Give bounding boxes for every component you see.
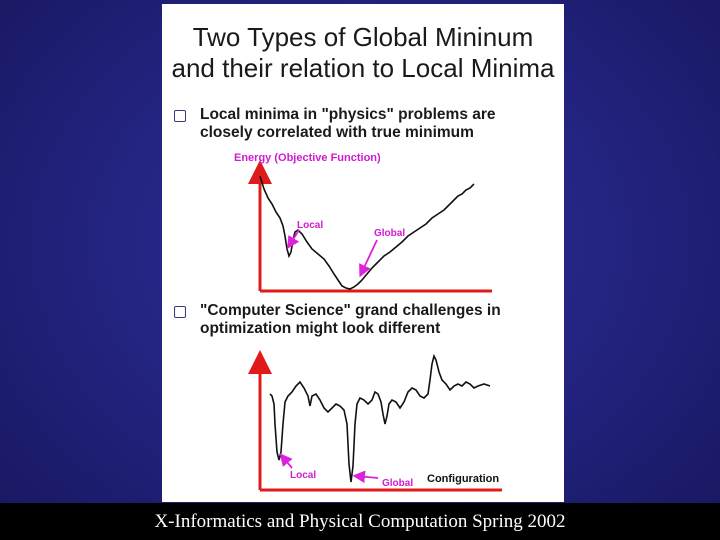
bullet-1-line-1: Local minima in "physics" problems are: [200, 106, 496, 123]
bullet-2-line-1: "Computer Science" grand challenges in: [200, 302, 501, 319]
plot2-energy-curve: [269, 353, 491, 483]
slide-panel: Two Types of Global Mininum and their re…: [162, 4, 564, 502]
plot-physics: Energy (Objective Function) Local Global: [234, 152, 492, 293]
bullet-2-line-2: optimization might look different: [200, 320, 441, 337]
plot2-local-arrow: [279, 453, 293, 469]
plot1-global-arrow: [359, 239, 378, 278]
plot2-local-label: Local: [290, 470, 316, 481]
title-line-2: and their relation to Local Minima: [171, 53, 555, 83]
title-line-1: Two Types of Global Mininum: [192, 22, 534, 52]
plot1-local-arrow: [287, 229, 300, 250]
plot1-global-label: Global: [374, 228, 405, 239]
plot2-global-label: Global: [382, 478, 413, 489]
slide-footer: X-Informatics and Physical Computation S…: [0, 503, 720, 540]
plot2-x-label: Configuration: [427, 473, 499, 485]
bullet-physics: Local minima in "physics" problems are c…: [174, 106, 554, 146]
bullet-computer-science: "Computer Science" grand challenges in o…: [174, 302, 554, 342]
plot1-axis-label: Energy (Objective Function): [234, 152, 381, 164]
checkbox-bullet-icon: [174, 306, 186, 318]
plot2-global-arrow: [352, 470, 379, 484]
energy-diagrams: Energy (Objective Function) Local Global…: [234, 152, 502, 492]
checkbox-bullet-icon: [174, 110, 186, 122]
slide-title: Two Types of Global Mininum and their re…: [162, 22, 564, 84]
bullet-1-line-2: closely correlated with true minimum: [200, 124, 474, 141]
plot1-energy-curve: [259, 175, 475, 290]
plot-computer-science: Local Global Configuration: [248, 350, 502, 492]
plot1-local-label: Local: [297, 220, 323, 231]
